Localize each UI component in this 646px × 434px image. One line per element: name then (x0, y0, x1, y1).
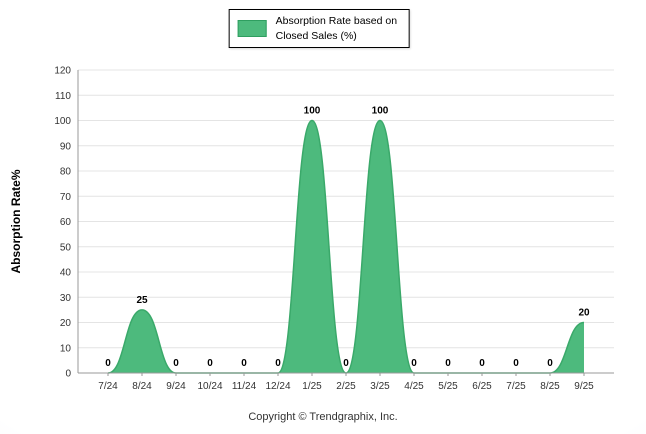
point-label: 0 (105, 358, 111, 369)
x-tick-label: 2/25 (336, 381, 356, 392)
y-axis-title: Absorption Rate% (9, 169, 23, 273)
y-tick-label: 80 (60, 167, 72, 178)
point-label: 0 (241, 358, 247, 369)
legend-label: Absorption Rate based on Closed Sales (%… (276, 14, 397, 43)
point-label: 0 (513, 358, 519, 369)
y-tick-label: 60 (60, 217, 72, 228)
x-tick-label: 7/25 (506, 381, 526, 392)
point-label: 100 (372, 106, 389, 117)
area-series (108, 120, 584, 373)
x-tick-label: 1/25 (302, 381, 322, 392)
x-tick-label: 9/24 (166, 381, 186, 392)
point-label: 0 (343, 358, 349, 369)
point-label: 100 (304, 106, 321, 117)
y-tick-label: 30 (60, 293, 72, 304)
legend-swatch (237, 20, 267, 38)
y-tick-label: 90 (60, 141, 72, 152)
y-tick-label: 20 (60, 318, 72, 329)
point-label: 0 (479, 358, 485, 369)
y-tick-label: 110 (55, 91, 71, 102)
x-tick-label: 11/24 (232, 381, 257, 392)
y-tick-label: 40 (60, 268, 72, 279)
point-label: 20 (578, 308, 590, 319)
x-tick-label: 9/25 (574, 381, 594, 392)
x-tick-label: 7/24 (98, 381, 118, 392)
point-label: 0 (411, 358, 417, 369)
legend-label-line2: Closed Sales (%) (275, 29, 357, 42)
x-tick-label: 3/25 (370, 381, 390, 392)
y-tick-label: 70 (60, 192, 72, 203)
point-label: 0 (445, 358, 451, 369)
x-tick-label: 5/25 (438, 381, 458, 392)
point-label: 0 (547, 358, 553, 369)
x-tick-label: 10/24 (197, 381, 222, 392)
x-tick-label: 8/24 (132, 381, 152, 392)
point-label: 0 (275, 358, 281, 369)
y-tick-label: 120 (54, 66, 71, 77)
x-tick-label: 12/24 (265, 381, 290, 392)
point-label: 0 (207, 358, 213, 369)
point-label: 25 (136, 295, 148, 306)
x-tick-label: 6/25 (472, 381, 492, 392)
y-tick-label: 0 (65, 369, 71, 380)
y-tick-label: 100 (54, 116, 71, 127)
y-tick-label: 50 (60, 242, 72, 253)
legend-label-line1: Absorption Rate based on (275, 15, 398, 27)
x-tick-label: 4/25 (404, 381, 424, 392)
point-label: 0 (173, 358, 179, 369)
copyright-text: Copyright © Trendgraphix, Inc. (248, 411, 398, 423)
chart-legend: Absorption Rate based on Closed Sales (%… (228, 9, 411, 49)
y-tick-label: 10 (60, 343, 72, 354)
x-tick-label: 8/25 (540, 381, 560, 392)
